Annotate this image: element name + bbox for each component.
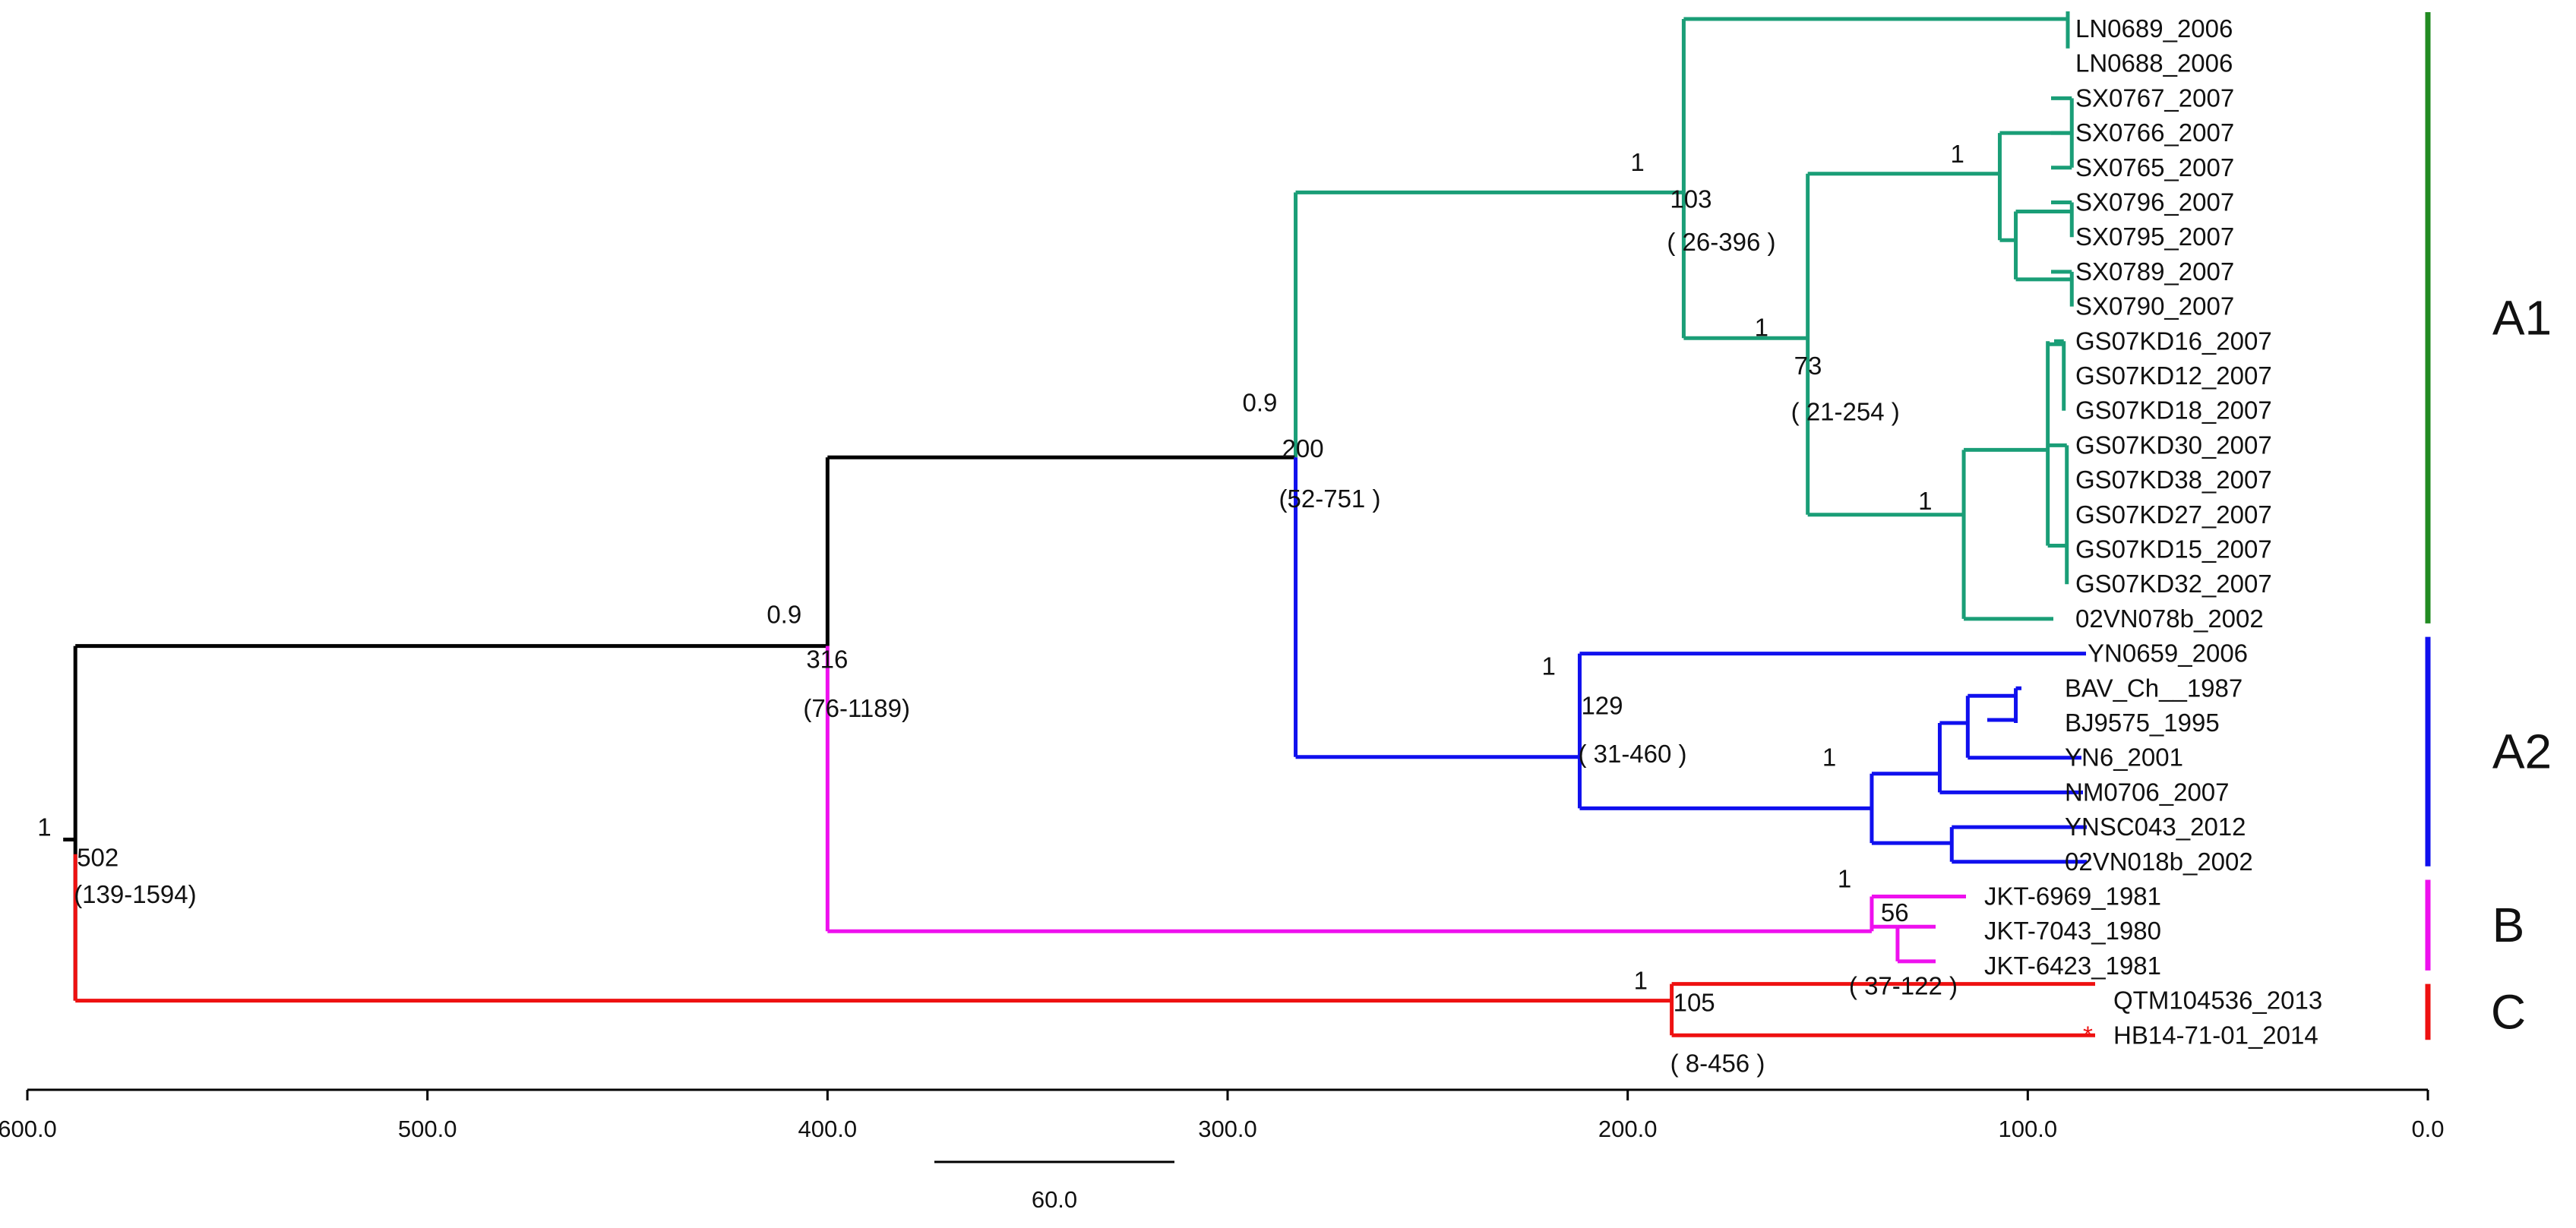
leaf-label: SX0796_2007 — [2075, 188, 2234, 216]
leaf-label: BJ9575_1995 — [2065, 709, 2220, 737]
leaf-label: NM0706_2007 — [2065, 778, 2230, 806]
scale-bar: 60.0 — [934, 1160, 1174, 1213]
axis-tick-label: 100.0 — [1999, 1116, 2058, 1142]
node-posterior: 1 — [1541, 652, 1555, 680]
axis-tick-label: 0.0 — [2411, 1116, 2444, 1142]
leaf-labels: LN0689_2006 LN0688_2006 SX0767_2007 SX0766_… — [1984, 14, 2322, 1049]
node-posterior: 0.9 — [1243, 388, 1278, 416]
clade-label: C — [2491, 984, 2526, 1039]
leaf-label: GS07KD18_2007 — [2075, 396, 2272, 425]
leaf-label: LN0689_2006 — [2075, 14, 2233, 43]
clade-label: A1 — [2492, 290, 2552, 345]
node-posterior: 1 — [1630, 148, 1644, 176]
clade-label: A2 — [2492, 724, 2552, 779]
leaf-label: GS07KD15_2007 — [2075, 535, 2272, 563]
leaf-label: SX0790_2007 — [2075, 292, 2234, 320]
leaf-label: YN0659_2006 — [2088, 639, 2248, 668]
tree-branches — [63, 11, 2095, 1037]
leaf-label: SX0767_2007 — [2075, 84, 2234, 112]
axis-tick-label: 600.0 — [0, 1116, 57, 1142]
leaf-label: SX0795_2007 — [2075, 223, 2234, 251]
leaf-label: GS07KD32_2007 — [2075, 570, 2272, 598]
node-posterior: 1 — [1755, 313, 1768, 341]
node-height: 105 — [1674, 989, 1715, 1017]
clade-label: B — [2492, 898, 2525, 952]
leaf-label: GS07KD38_2007 — [2075, 466, 2272, 494]
node-hpd: (76-1189) — [803, 694, 910, 722]
axis-tick-label: 300.0 — [1198, 1116, 1257, 1142]
leaf-label: YN6_2001 — [2065, 743, 2183, 772]
leaf-label: QTM104536_2013 — [2113, 987, 2322, 1015]
leaf-label: GS07KD12_2007 — [2075, 361, 2272, 390]
leaf-label: 02VN078b_2002 — [2075, 605, 2264, 633]
node-height: 73 — [1794, 352, 1822, 380]
node-posterior: 1 — [1634, 967, 1648, 995]
node-posterior: 1 — [1918, 487, 1932, 515]
scale-bar-label: 60.0 — [1032, 1186, 1077, 1213]
leaf-label: 02VN018b_2002 — [2065, 848, 2253, 876]
leaf-label: SX0766_2007 — [2075, 118, 2234, 147]
node-hpd: (52-751 ) — [1279, 485, 1381, 513]
leaf-label: GS07KD30_2007 — [2075, 431, 2272, 459]
time-axis: 600.0 500.0 400.0 300.0 200.0 100.0 0.0 — [0, 1088, 2445, 1142]
node-height: 200 — [1282, 434, 1324, 462]
node-posterior: 1 — [1838, 865, 1851, 893]
leaf-label: SX0765_2007 — [2075, 153, 2234, 182]
node-posterior: 0.9 — [766, 601, 801, 629]
node-height: 129 — [1581, 691, 1623, 719]
leaf-label: BAV_Ch__1987 — [2065, 674, 2243, 702]
leaf-label: JKT-6423_1981 — [1984, 952, 2161, 980]
leaf-label: HB14-71-01_2014 — [2113, 1021, 2318, 1049]
axis-tick-label: 400.0 — [798, 1116, 858, 1142]
leaf-label: JKT-7043_1980 — [1984, 917, 2161, 945]
leaf-label: YNSC043_2012 — [2065, 813, 2246, 841]
node-posterior: 1 — [1822, 743, 1836, 772]
leaf-label: LN0688_2006 — [2075, 49, 2233, 77]
leaf-label: GS07KD16_2007 — [2075, 327, 2272, 355]
node-labels: 1502(139-1594)0.9316(76-1189)0.9200(52-7… — [37, 140, 1964, 1078]
node-hpd: (139-1594) — [74, 880, 196, 908]
leaf-label: JKT-6969_1981 — [1984, 882, 2161, 911]
node-hpd: ( 31-460 ) — [1578, 740, 1686, 768]
node-posterior: 1 — [37, 813, 51, 841]
leaf-label: SX0789_2007 — [2075, 257, 2234, 286]
node-hpd: ( 8-456 ) — [1670, 1049, 1765, 1077]
node-posterior: 1 — [1950, 140, 1964, 168]
leaf-marker: * — [2083, 1021, 2093, 1049]
node-hpd: ( 26-396 ) — [1667, 228, 1775, 256]
leaf-label: GS07KD27_2007 — [2075, 500, 2272, 529]
axis-tick-label: 500.0 — [398, 1116, 457, 1142]
clade-bars: A1 A2 BC — [2425, 12, 2552, 1040]
axis-tick-label: 200.0 — [1598, 1116, 1658, 1142]
node-height: 56 — [1881, 898, 1909, 927]
node-height: 502 — [77, 844, 119, 872]
node-hpd: ( 37-122 ) — [1849, 972, 1958, 1000]
node-height: 316 — [806, 645, 848, 673]
node-height: 103 — [1670, 185, 1712, 213]
node-hpd: ( 21-254 ) — [1791, 398, 1900, 426]
